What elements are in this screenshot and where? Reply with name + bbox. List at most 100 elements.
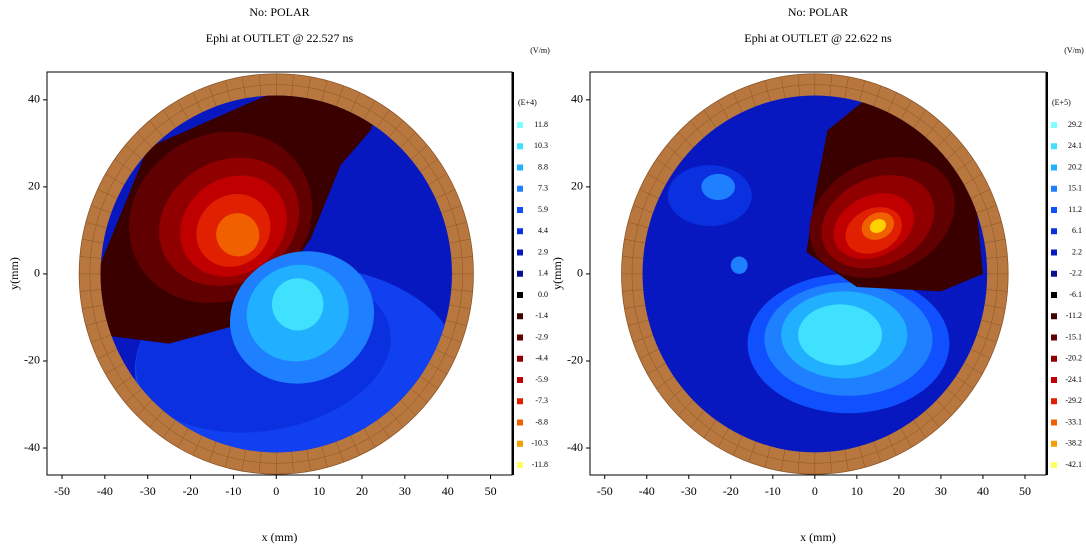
x-tick-label: -20 [723, 484, 739, 498]
y-tick-label: 0 [577, 266, 583, 280]
ring-grid [639, 349, 659, 359]
x-tick-label: -10 [225, 484, 241, 498]
ring-grid [936, 132, 952, 148]
ring-grid [970, 349, 991, 359]
colorbar-swatch [1051, 143, 1057, 150]
x-tick-label: 50 [1019, 484, 1031, 498]
y-tick-label: -40 [567, 440, 583, 454]
ring-grid [105, 362, 125, 375]
ring-grid [363, 100, 376, 120]
colorbar-swatch [1051, 185, 1057, 192]
ring-grid [717, 428, 729, 448]
ring-grid [97, 349, 118, 359]
ring-grid [717, 100, 729, 120]
x-axis-label: x (mm) [262, 530, 298, 544]
ring-grid [913, 419, 926, 439]
colorbar-label: -8.8 [535, 417, 548, 426]
colorbar-label: 7.3 [538, 184, 548, 193]
colorbar-swatch [1051, 462, 1057, 468]
ring-grid [647, 362, 666, 375]
colorbar-swatch [517, 313, 523, 320]
ring-grid [163, 109, 176, 128]
ring-grid [844, 449, 849, 472]
colorbar-swatch [1051, 334, 1057, 341]
ring-grid [291, 451, 294, 474]
colorbar-label: 11.8 [534, 120, 548, 129]
ring-grid [628, 221, 649, 228]
ring-grid [666, 388, 684, 403]
ring-grid [887, 92, 897, 113]
ring-grid [732, 92, 743, 113]
colorbar-swatch [517, 419, 523, 426]
colorbar-swatch [1051, 292, 1057, 298]
colorbar-swatch [517, 122, 523, 128]
colorbar-swatch [517, 185, 523, 192]
chart-subtitle: Ephi at OUTLET @ 22.622 ns [744, 31, 892, 45]
x-tick-label: -10 [765, 484, 781, 498]
colorbar-swatch [517, 377, 523, 383]
ring-grid [748, 85, 757, 107]
ring-grid [428, 173, 448, 185]
ring-grid [114, 376, 133, 389]
colorbar-label: -6.1 [1069, 290, 1082, 299]
y-axis-label: y(mm) [7, 257, 21, 290]
ring-grid [963, 362, 983, 375]
ring-grid [321, 446, 328, 468]
x-tick-label: 40 [442, 484, 454, 498]
colorbar-label: -38.2 [1065, 439, 1082, 448]
y-tick-label: -20 [567, 353, 583, 367]
ring-grid [97, 189, 118, 199]
ring-grid [981, 319, 1002, 326]
ring-grid [79, 289, 102, 292]
y-tick-label: -20 [24, 353, 40, 367]
ring-grid [441, 205, 462, 214]
ring-grid [258, 74, 262, 97]
colorbar-label: 2.9 [538, 247, 548, 256]
x-tick-label: 20 [893, 484, 905, 498]
colorbar-swatch [517, 440, 523, 447]
ring-grid [451, 289, 473, 292]
ring-grid [976, 205, 997, 214]
colorbar-swatch [517, 207, 523, 213]
colorbar-swatch [517, 249, 523, 256]
colorbar-swatch [1051, 228, 1057, 235]
ring-grid [622, 289, 644, 292]
colorbar-swatch [1051, 270, 1057, 277]
ring-grid [955, 376, 974, 389]
ring-grid [925, 120, 940, 138]
ring-grid [400, 132, 416, 148]
ring-grid [376, 419, 390, 439]
ring-grid [981, 221, 1002, 228]
ring-grid [656, 376, 674, 389]
contour-band [798, 304, 883, 366]
colorbar-label: 20.2 [1068, 162, 1082, 171]
ring-grid [873, 441, 882, 463]
contour-band [216, 213, 260, 257]
ring-grid [900, 100, 912, 120]
ring-grid [389, 410, 404, 428]
ring-grid [420, 158, 438, 172]
ring-grid [400, 399, 416, 416]
ring-grid [624, 238, 646, 244]
y-tick-label: 40 [571, 92, 583, 106]
colorbar-swatch [1051, 377, 1057, 383]
colorbar-label: 4.4 [538, 226, 548, 235]
colorbar-swatch [517, 228, 523, 235]
ring-grid [306, 449, 311, 472]
colorbar-label: 24.1 [1068, 141, 1082, 150]
x-tick-label: -40 [639, 484, 655, 498]
x-tick-label: 40 [977, 484, 989, 498]
ring-grid [925, 410, 940, 428]
colorbar-label: 8.8 [538, 162, 548, 171]
ring-grid [105, 173, 125, 185]
ring-grid [732, 435, 743, 456]
ring-grid [976, 334, 997, 343]
colorbar-swatch [517, 334, 523, 341]
x-tick-label: 30 [399, 484, 411, 498]
colorbar-label: 1.4 [538, 269, 548, 278]
colorbar-label: 29.2 [1068, 120, 1082, 129]
x-tick-label: -50 [54, 484, 70, 498]
colorbar-scale: (E+5) [1052, 98, 1071, 107]
ring-grid [336, 441, 344, 463]
